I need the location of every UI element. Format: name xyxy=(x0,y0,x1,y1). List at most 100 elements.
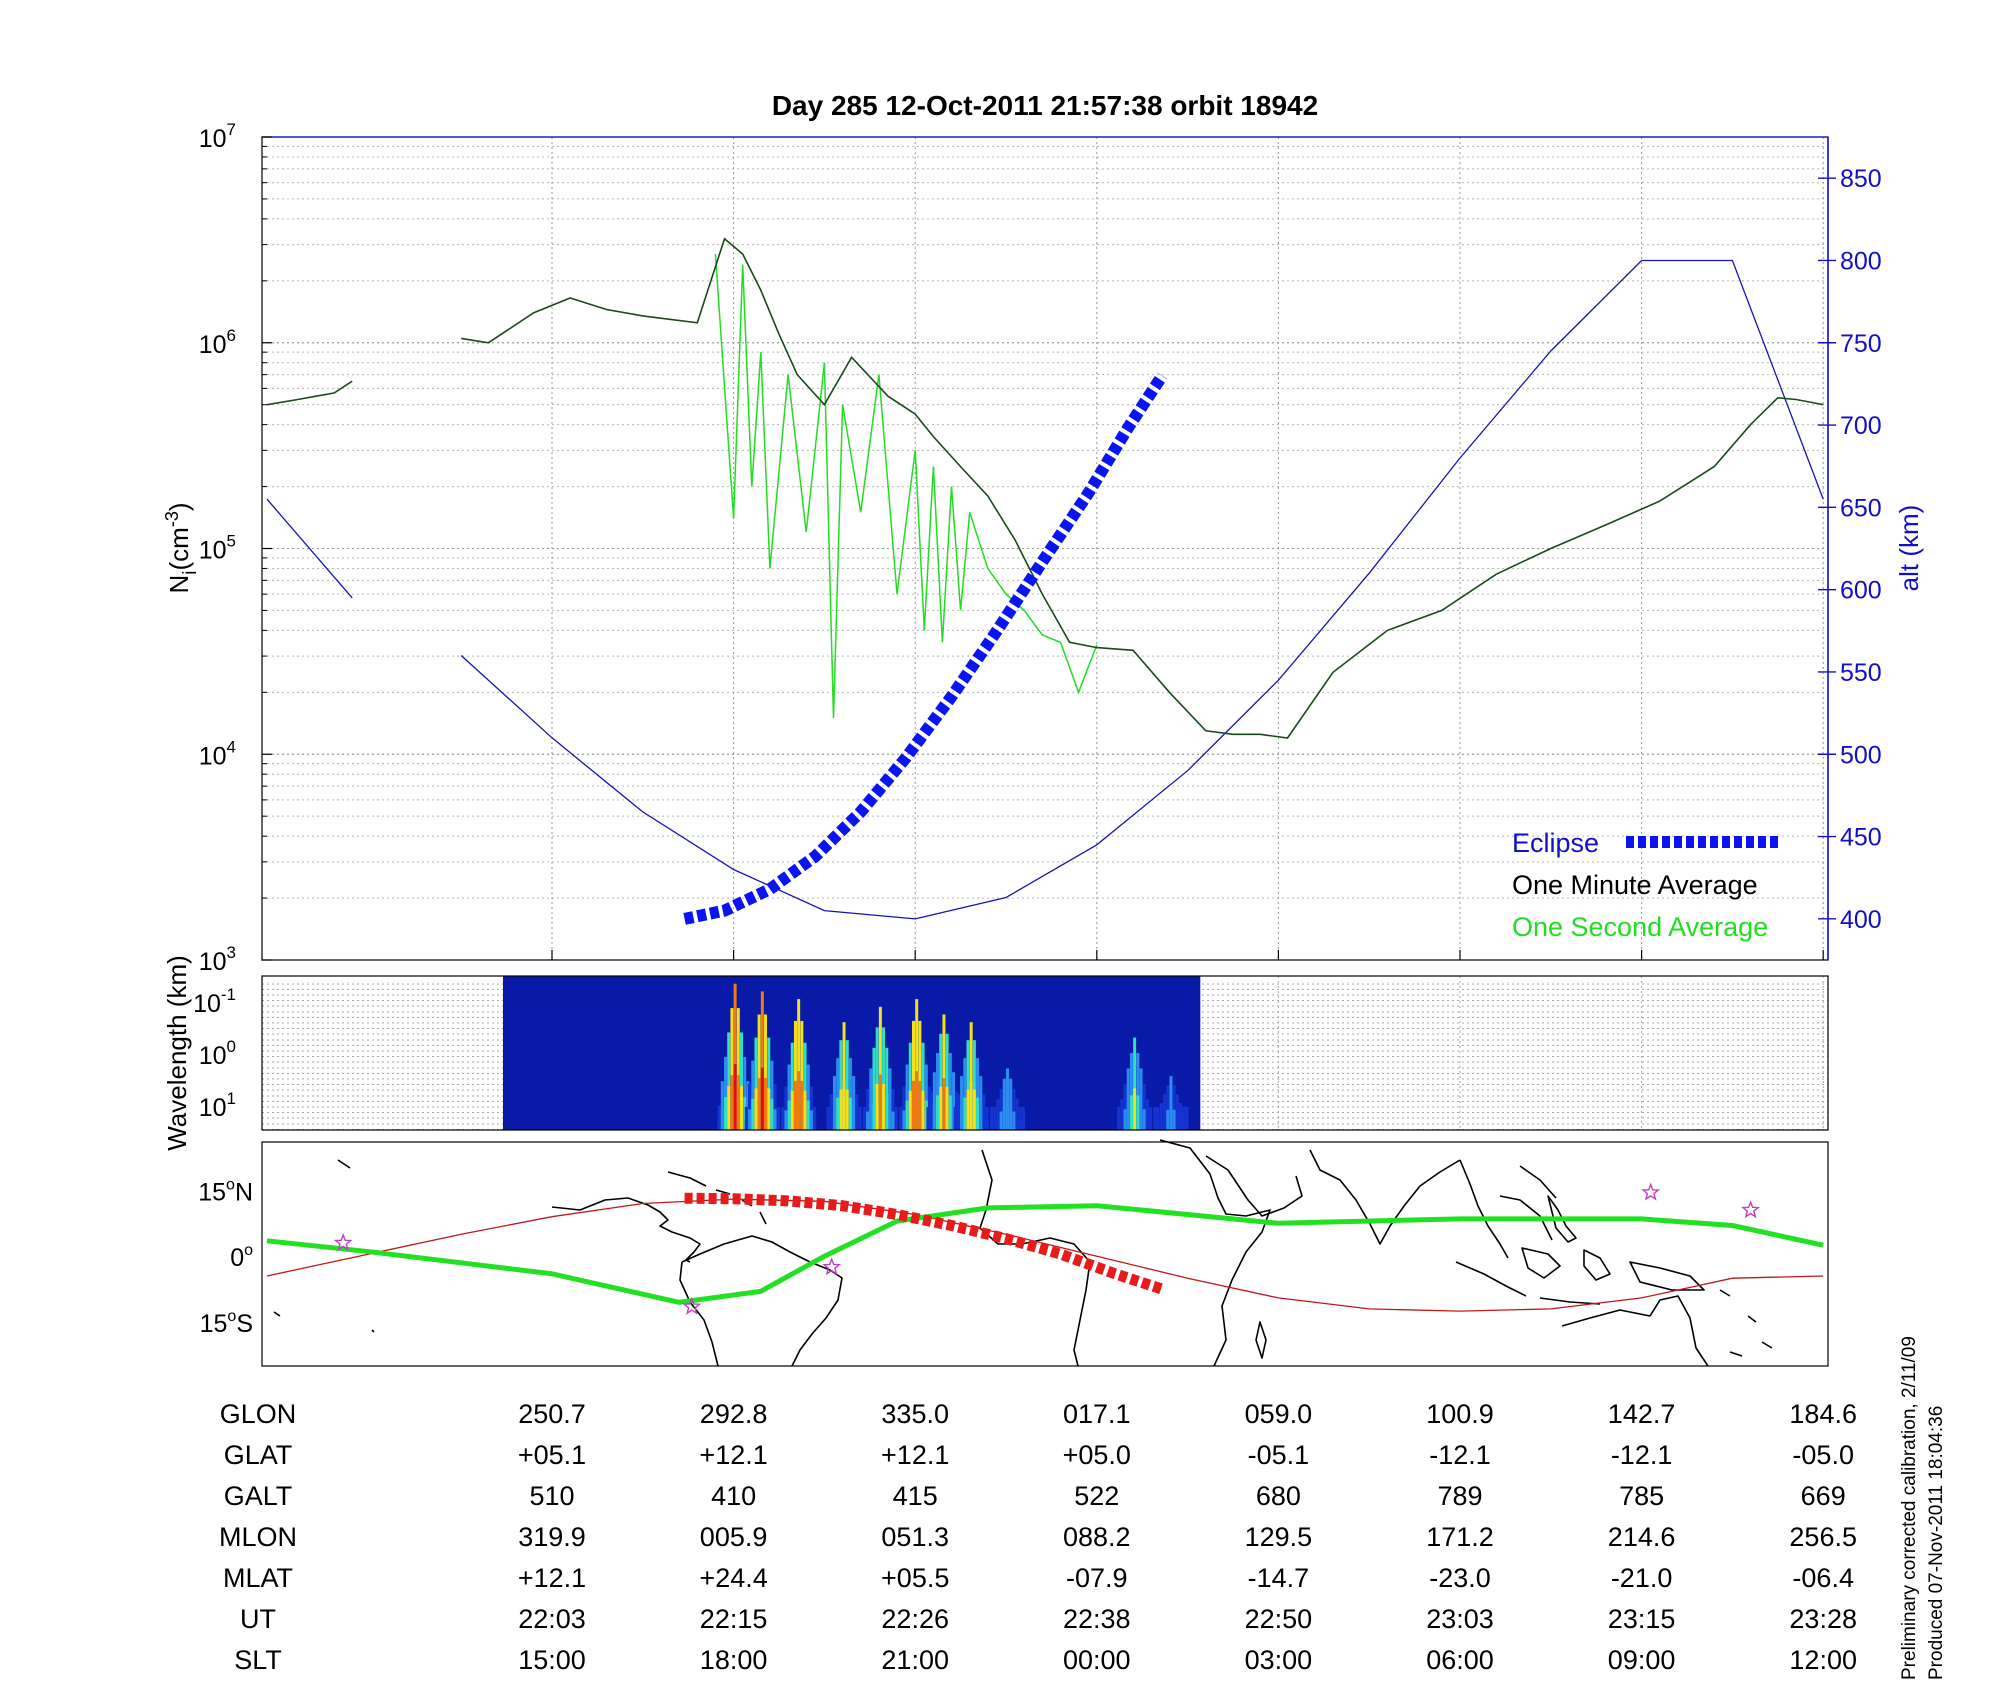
spectrogram-column xyxy=(842,1022,846,1130)
spectrogram-column-core xyxy=(797,1071,801,1130)
spectrogram-column xyxy=(931,1106,935,1130)
spectrogram-column-core xyxy=(894,1119,898,1130)
wavelength-tick-label: 100 xyxy=(199,1037,236,1070)
y-axis-label-close: ) xyxy=(164,502,194,511)
spectrogram-column xyxy=(908,1042,912,1130)
table-cell: 319.9 xyxy=(518,1522,586,1552)
spectrogram-column xyxy=(942,1014,946,1130)
spectrogram-column xyxy=(1185,1106,1189,1130)
spectrogram-column-core xyxy=(891,1111,895,1130)
spectrogram-column xyxy=(1009,1078,1013,1130)
spectrogram-column xyxy=(869,1068,873,1130)
wavelength-axis-label: Wavelength (km) xyxy=(162,955,192,1151)
spectrogram-column xyxy=(902,1086,906,1130)
spectrogram-column-core xyxy=(773,1109,777,1130)
spectrogram-column-core xyxy=(936,1095,940,1130)
wavelength-tick-exp: 0 xyxy=(227,1037,236,1056)
spectrogram-column xyxy=(993,1106,997,1130)
spectrogram-column xyxy=(826,1106,830,1130)
table-cell: -05.1 xyxy=(1248,1440,1310,1470)
spectrogram-column-core xyxy=(990,1119,993,1130)
table-row-label: UT xyxy=(240,1604,276,1634)
spectrogram-column-core xyxy=(875,1083,879,1130)
spectrogram-column xyxy=(1022,1106,1025,1130)
spectrogram-column xyxy=(757,1014,761,1130)
spectrogram-column xyxy=(800,1020,804,1130)
spectrogram-column-core xyxy=(899,1119,903,1130)
spectrogram-column xyxy=(1169,1076,1173,1130)
spectrogram-column-core xyxy=(952,1104,956,1130)
spectrogram-column xyxy=(1133,1037,1137,1130)
y-tick-label: 106 xyxy=(199,326,236,359)
spectrogram-column-core xyxy=(1166,1109,1170,1130)
table-cell: 18:00 xyxy=(700,1645,768,1675)
spectrogram-column-core xyxy=(787,1100,791,1130)
y2-tick-label: 600 xyxy=(1840,577,1882,605)
spectrogram-column-core xyxy=(793,1080,797,1130)
latitude-tick-label: 15oN xyxy=(198,1176,253,1206)
spectrogram-column xyxy=(1018,1106,1022,1130)
spectrogram-column xyxy=(727,1032,731,1130)
spectrogram-column-core xyxy=(1117,1119,1121,1130)
spectrogram-column-core xyxy=(945,1086,949,1130)
spectrogram-column xyxy=(928,1086,931,1130)
spectrogram-column xyxy=(905,1064,909,1130)
spectrogram-column-core xyxy=(736,1075,740,1130)
wavelength-tick-exp: 1 xyxy=(227,1089,236,1108)
spectrogram-column xyxy=(740,1032,743,1130)
spectrogram-column-core xyxy=(969,1081,973,1130)
wavelength-tick-label: 101 xyxy=(199,1089,236,1122)
ground-tracks xyxy=(266,1182,1824,1315)
spectrogram-column-core xyxy=(915,1071,919,1130)
legend: Eclipse One Minute Average One Second Av… xyxy=(1512,828,1780,942)
wavelength-tick-label: 10-1 xyxy=(193,985,236,1018)
y-axis-label-unit: (cm xyxy=(164,527,194,570)
y-tick-base: 10 xyxy=(199,742,227,770)
wavelength-tick-base: 10 xyxy=(199,1094,227,1122)
spectrogram-column-core xyxy=(982,1113,986,1130)
table-cell: 23:28 xyxy=(1789,1604,1857,1634)
spectrogram-column-core xyxy=(826,1119,830,1130)
altitude-line-segment xyxy=(266,498,353,599)
spectrogram-column-core xyxy=(764,1078,768,1130)
y2-tick-label: 800 xyxy=(1840,247,1882,275)
spectrogram-column-core xyxy=(932,1104,936,1130)
table-cell: 171.2 xyxy=(1426,1522,1494,1552)
spectrogram-column xyxy=(945,1033,949,1130)
table-cell: 669 xyxy=(1801,1481,1846,1511)
spectrogram-column xyxy=(724,1056,727,1130)
spectrogram-column xyxy=(767,1037,771,1130)
eclipse-line xyxy=(683,372,1168,925)
spectrogram-column xyxy=(963,1058,967,1130)
spectrogram-column-core xyxy=(784,1110,788,1130)
spectrogram-column-core xyxy=(872,1093,876,1130)
wavelength-frame xyxy=(261,975,1829,1131)
table-cell: 789 xyxy=(1437,1481,1482,1511)
spectrogram-column-core xyxy=(1172,1109,1176,1130)
spectrogram-column xyxy=(948,1053,952,1130)
spectrogram-column xyxy=(1182,1106,1186,1130)
spectrogram-column-core xyxy=(958,1119,962,1130)
y-tick-label: 105 xyxy=(199,532,236,565)
spectrogram-column xyxy=(899,1106,903,1130)
spectrogram-column-core xyxy=(1129,1095,1133,1130)
spectrogram-column xyxy=(885,1047,889,1130)
table-cell: 184.6 xyxy=(1789,1399,1857,1429)
spectrogram-column-core xyxy=(724,1097,727,1130)
eclipse-ground-track xyxy=(684,1192,1164,1295)
table-cell: 06:00 xyxy=(1426,1645,1494,1675)
y-tick-base: 10 xyxy=(199,125,227,153)
spectrogram-column xyxy=(1145,1099,1149,1130)
spectrogram-column-core xyxy=(1156,1119,1160,1130)
spectrogram-column xyxy=(790,1042,794,1130)
spectrogram-column-core xyxy=(727,1086,731,1130)
spectrogram-column xyxy=(809,1086,813,1130)
note-calibration: Preliminary corrected calibration, 2/11/… xyxy=(1899,1336,1920,1680)
y-tick-exp: 5 xyxy=(227,532,236,551)
spectrogram-column-core xyxy=(1145,1116,1149,1130)
latitude-tick-unit: N xyxy=(235,1178,253,1206)
coast-south-america xyxy=(679,1235,843,1367)
table-cell: 23:03 xyxy=(1426,1604,1494,1634)
spectrogram-column-core xyxy=(829,1113,833,1130)
